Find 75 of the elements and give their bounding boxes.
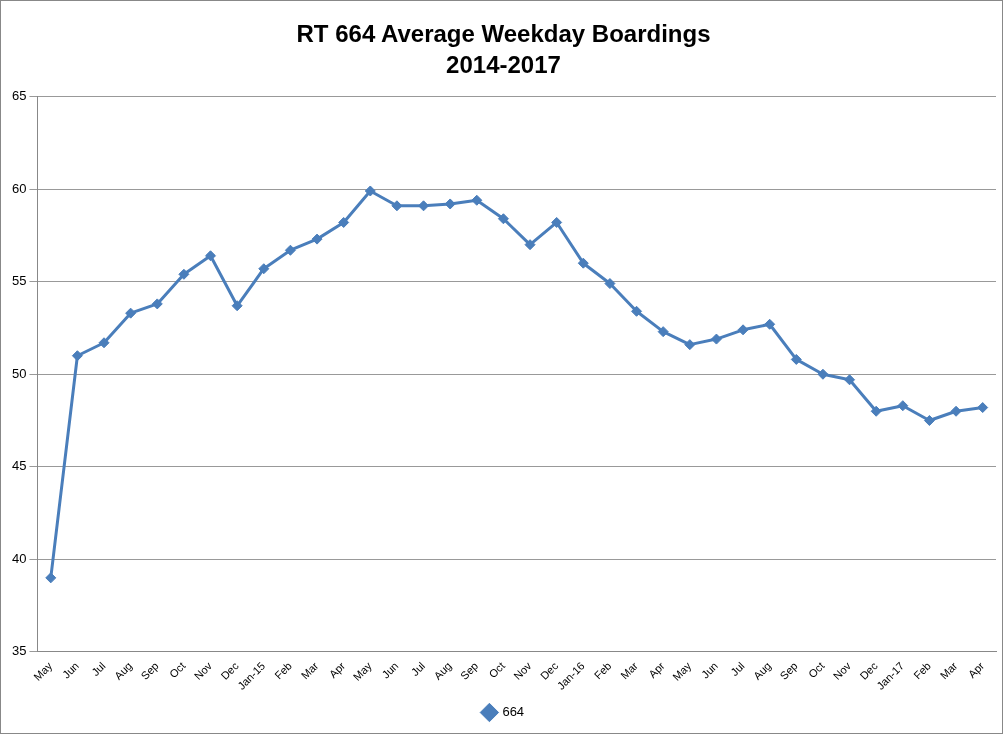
point bbox=[45, 572, 57, 584]
x-tick-label: Nov bbox=[191, 659, 215, 682]
legend-label: 664 bbox=[502, 704, 525, 720]
point bbox=[178, 268, 190, 280]
x-tick-label: Jul bbox=[728, 659, 747, 679]
point bbox=[364, 185, 376, 197]
point bbox=[125, 307, 137, 319]
point bbox=[870, 405, 882, 417]
x-tick-label: Jun bbox=[59, 659, 81, 681]
point bbox=[284, 244, 296, 256]
y-tick-label: 45 bbox=[11, 458, 27, 474]
x-tick-label: Feb bbox=[911, 659, 933, 682]
x-tick-label: Mar bbox=[937, 659, 960, 682]
point bbox=[577, 257, 589, 269]
x-tick-label: Apr bbox=[965, 659, 987, 681]
x-tick-label: Oct bbox=[486, 659, 507, 681]
x-tick-label: Jul bbox=[408, 659, 428, 679]
x-tick-label: Dec bbox=[537, 659, 561, 682]
point bbox=[98, 337, 110, 349]
point bbox=[844, 374, 856, 386]
point bbox=[205, 250, 217, 262]
point bbox=[923, 415, 935, 427]
point bbox=[338, 216, 350, 228]
x-tick-label: Mar bbox=[298, 659, 321, 682]
y-tick-label: 50 bbox=[11, 365, 27, 381]
point bbox=[710, 333, 722, 345]
y-tick-label: 60 bbox=[11, 180, 27, 196]
x-tick-label: Sep bbox=[138, 659, 161, 682]
x-tick-label: Mar bbox=[618, 659, 641, 682]
chart-subtitle: 2014-2017 bbox=[446, 50, 561, 78]
point bbox=[71, 350, 83, 362]
y-tick-label: 65 bbox=[11, 88, 27, 104]
x-tick-label: Oct bbox=[805, 659, 827, 681]
x-tick-label: Sep bbox=[777, 659, 800, 682]
point bbox=[897, 400, 909, 412]
point bbox=[631, 305, 643, 317]
point bbox=[418, 200, 430, 212]
point bbox=[764, 318, 776, 330]
x-tick-label: Feb bbox=[591, 659, 614, 682]
x-tick-label: Aug bbox=[431, 659, 454, 682]
point bbox=[817, 368, 829, 380]
y-tick-label: 55 bbox=[11, 273, 27, 289]
point bbox=[950, 405, 962, 417]
point bbox=[497, 213, 509, 225]
x-tick-label: Feb bbox=[272, 659, 294, 682]
x-tick-label: Aug bbox=[750, 659, 774, 682]
y-tick-label: 35 bbox=[11, 643, 27, 659]
x-tick-label: Sep bbox=[458, 659, 481, 682]
x-tick-label: Jul bbox=[89, 659, 108, 679]
point bbox=[524, 239, 536, 251]
point bbox=[391, 200, 403, 212]
y-tick-label: 40 bbox=[11, 550, 27, 566]
x-tick-label: Dec bbox=[218, 659, 242, 682]
x-tick-label: Apr bbox=[326, 659, 348, 681]
point bbox=[684, 339, 696, 351]
point bbox=[258, 263, 270, 275]
x-tick-label: Jun bbox=[698, 659, 720, 681]
point bbox=[151, 298, 163, 310]
x-tick-label: Apr bbox=[646, 659, 667, 681]
x-tick-label: Nov bbox=[511, 659, 534, 682]
point bbox=[977, 402, 989, 414]
point bbox=[604, 278, 616, 290]
point bbox=[551, 216, 563, 228]
point bbox=[311, 233, 323, 245]
point bbox=[657, 326, 669, 338]
x-tick-label: Aug bbox=[111, 659, 135, 682]
x-tick-label: Nov bbox=[830, 659, 854, 682]
chart-title: RT 664 Average Weekday Boardings bbox=[296, 20, 711, 48]
point bbox=[737, 324, 749, 336]
point bbox=[231, 300, 243, 312]
x-tick-label: Oct bbox=[166, 659, 188, 681]
point bbox=[790, 353, 802, 365]
x-tick-label: Jun bbox=[379, 659, 401, 681]
point bbox=[471, 194, 483, 206]
x-tick-label: Dec bbox=[857, 659, 881, 682]
